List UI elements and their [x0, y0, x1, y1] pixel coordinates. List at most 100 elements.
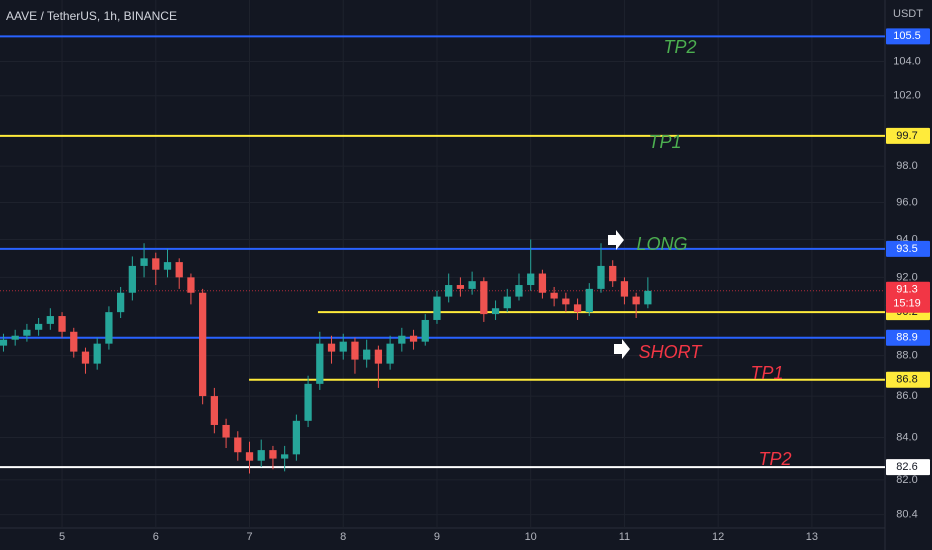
candle-body	[210, 396, 218, 425]
current-price-box	[886, 281, 930, 313]
candle-body	[34, 323, 43, 330]
candle-body	[538, 273, 547, 293]
candle-body	[620, 281, 629, 297]
level-label: 88.9	[896, 332, 917, 344]
level-label: 93.5	[896, 243, 917, 255]
annotation: TP1	[750, 363, 783, 383]
y-tick-label: 88.0	[896, 350, 917, 362]
annotation: TP1	[648, 132, 681, 152]
candle-body	[128, 265, 136, 293]
candle-body	[0, 339, 8, 346]
y-tick-label: 96.0	[896, 196, 917, 208]
candle-body	[292, 420, 301, 455]
candle-body	[644, 290, 652, 305]
candle-body	[116, 292, 125, 313]
x-tick-label: 13	[806, 531, 818, 543]
level-label-box	[886, 371, 930, 388]
x-tick-label: 12	[712, 531, 724, 543]
candle-body	[398, 335, 406, 344]
candle-body	[339, 341, 347, 352]
candle-body	[70, 331, 78, 352]
chart-title: AAVE / TetherUS, 1h, BINANCE	[6, 9, 177, 23]
y-tick-label: 102.0	[893, 90, 921, 102]
labels: 104.0102.098.096.094.092.088.086.084.082…	[59, 28, 930, 543]
candle-body	[585, 288, 593, 313]
candle-body	[421, 319, 429, 342]
level-label: 82.6	[896, 461, 917, 473]
candles	[0, 239, 652, 474]
candle-body	[269, 450, 277, 459]
y-tick-label: 80.4	[896, 509, 917, 521]
y-tick-label: 84.0	[896, 431, 917, 443]
countdown-label: 15:19	[893, 298, 921, 310]
level-label-box	[886, 459, 930, 476]
annotation: SHORT	[639, 342, 704, 362]
level-label-box	[886, 240, 930, 257]
level-label: 105.5	[893, 30, 921, 42]
short-arrow	[614, 339, 630, 359]
candle-body	[573, 304, 582, 313]
candle-body	[234, 437, 242, 453]
level-label-box	[886, 329, 930, 346]
candle-body	[433, 296, 441, 320]
candle-body	[187, 277, 195, 293]
level-label-box	[886, 28, 930, 45]
candle-body	[386, 343, 394, 364]
candle-body	[503, 296, 511, 309]
candle-body	[480, 281, 488, 315]
y-tick-label: 82.0	[896, 474, 917, 486]
long-arrow	[608, 230, 624, 250]
candle-body	[374, 349, 383, 364]
annotation: LONG	[636, 234, 687, 254]
x-tick-label: 7	[246, 531, 252, 543]
candle-body	[363, 349, 371, 360]
candle-body	[11, 335, 19, 340]
y-tick-label: 104.0	[893, 55, 921, 67]
candle-body	[23, 329, 31, 336]
current-price-label: 91.3	[896, 284, 917, 296]
level-label: 86.8	[896, 374, 917, 386]
candle-body	[597, 265, 605, 289]
annotation: TP2	[758, 449, 791, 469]
x-tick-label: 10	[525, 531, 537, 543]
x-tick-label: 11	[619, 531, 630, 543]
x-tick-label: 5	[59, 531, 65, 543]
annotation: TP2	[663, 37, 696, 57]
y-tick-label: 98.0	[896, 160, 917, 172]
candle-body	[58, 316, 66, 332]
x-tick-label: 8	[340, 531, 346, 543]
candle-body	[409, 335, 418, 342]
candle-body	[175, 262, 183, 278]
candle-body	[609, 265, 617, 282]
candle-body	[562, 298, 570, 305]
candle-body	[632, 296, 640, 305]
x-tick-label: 9	[434, 531, 440, 543]
x-tick-label: 6	[153, 531, 159, 543]
candle-body	[81, 351, 90, 364]
candle-body	[105, 312, 113, 344]
candle-body	[491, 308, 500, 315]
levels	[0, 35, 885, 469]
candle-body	[199, 292, 207, 397]
candle-body	[515, 285, 523, 297]
level-label-box	[886, 127, 930, 144]
candle-body	[152, 258, 160, 270]
candle-body	[351, 341, 359, 360]
candle-body	[468, 281, 476, 289]
candle-body	[163, 262, 172, 270]
currency-label: USDT	[893, 8, 923, 20]
level-label: 99.7	[896, 130, 917, 142]
candle-body	[550, 292, 558, 299]
candle-body	[245, 452, 254, 461]
y-tick-label: 86.0	[896, 390, 917, 402]
y-tick-label: 92.0	[896, 271, 917, 283]
candle-body	[257, 450, 265, 461]
candle-body	[304, 383, 312, 421]
candle-body	[327, 343, 336, 352]
candle-body	[93, 343, 101, 364]
candle-body	[222, 424, 230, 438]
candle-body	[445, 285, 453, 297]
candle-body	[456, 285, 465, 289]
candle-body	[527, 273, 535, 286]
